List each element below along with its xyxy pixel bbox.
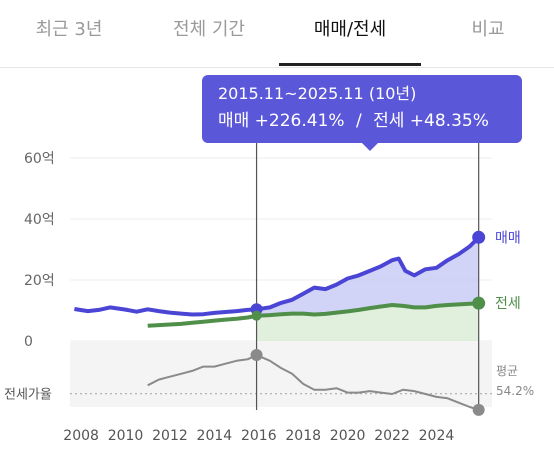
jeonse-end-label: 전세 [495,296,521,312]
tooltip-sale-change: 매매 +226.41% [218,111,345,131]
sale-range-end-marker [472,230,486,244]
ratio-average-value: 54.2% [496,384,534,398]
x-tick-label: 2016 [241,428,277,444]
sale-end-label: 매매 [495,230,521,246]
x-tick-label: 2008 [63,428,99,444]
tooltip-change: 매매 +226.41% / 전세 +48.35% [218,106,506,136]
x-tick-label: 2024 [419,428,455,444]
x-tick-label: 2022 [374,428,410,444]
jeonse-range-start-marker [251,310,262,321]
x-tick-label: 2010 [108,428,144,444]
tab-sale-jeonse[interactable]: 매매/전세 [313,19,387,40]
jeonse-area-fill [256,303,479,341]
tooltip-period: 2015.11~2025.11 (10년) [218,84,417,103]
x-tick-label: 2018 [285,428,321,444]
tooltip-separator: / [355,111,362,131]
tab-bar: 최근 3년 전체 기간 매매/전세 비교 [0,0,554,68]
y-tick-label: 60억 [24,151,55,167]
tooltip-jeonse-change: 전세 +48.35% [373,111,489,131]
x-tick-label: 2014 [197,428,233,444]
x-tick-label: 2020 [330,428,366,444]
tooltip-arrow [362,143,378,151]
y-tick-label: 0 [24,334,33,350]
sale-area-fill [256,237,479,316]
active-tab-indicator [279,63,421,66]
ratio-panel-label: 전세가율 [4,388,52,403]
range-tooltip: 2015.11~2025.11 (10년) 매매 +226.41% / 전세 +… [202,75,522,151]
y-tick-label: 40억 [24,212,55,228]
x-tick-label: 2012 [152,428,188,444]
tab-all-period[interactable]: 전체 기간 [173,19,245,40]
jeonse-line [147,301,479,328]
tab-compare[interactable]: 비교 [471,19,505,40]
y-tick-label: 20억 [24,273,55,289]
ratio-range-end-marker [472,403,485,416]
jeonse-range-end-marker [472,296,486,310]
sale-line [74,235,481,317]
ratio-average-label: 평균 [496,364,518,378]
ratio-panel-background [70,342,492,407]
ratio-range-start-marker [250,349,263,361]
tab-recent-3y[interactable]: 최근 3년 [35,19,103,40]
ratio-line [147,354,480,411]
